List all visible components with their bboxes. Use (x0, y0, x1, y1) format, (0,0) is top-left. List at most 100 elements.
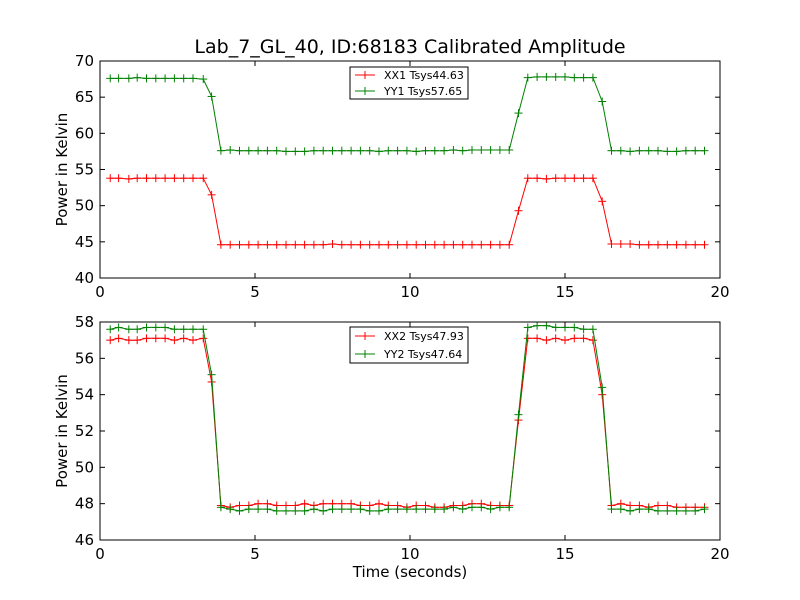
data-point (142, 174, 151, 183)
data-point (282, 147, 290, 156)
data-point (440, 505, 449, 514)
y-tick-label: 52 (75, 422, 94, 440)
legend-box (349, 326, 469, 364)
data-point (133, 325, 142, 334)
data-point (579, 73, 588, 82)
data-point (458, 146, 467, 155)
y-tick-label: 48 (75, 495, 94, 513)
data-point (235, 240, 244, 249)
data-point (561, 336, 569, 345)
data-point (337, 146, 346, 155)
data-point (254, 240, 263, 249)
series-line-1 (110, 177, 705, 246)
data-point (607, 240, 616, 249)
data-point (393, 146, 402, 155)
data-point (207, 370, 216, 379)
data-point (300, 240, 309, 249)
data-point (384, 146, 393, 155)
data-point (384, 505, 393, 514)
data-point (151, 174, 160, 183)
data-point (375, 147, 383, 156)
legend: XX2 Tsys47.93 YY2 Tsys47.64 (349, 326, 469, 364)
data-point (328, 240, 337, 249)
data-point (300, 499, 309, 508)
data-point (216, 146, 225, 155)
data-point (533, 72, 542, 81)
data-point (114, 334, 123, 343)
data-point (588, 174, 597, 183)
data-point (477, 503, 486, 512)
data-point (189, 74, 197, 83)
data-point (170, 325, 179, 334)
data-point (570, 334, 579, 343)
x-tick-label: 15 (555, 545, 574, 563)
data-point (207, 190, 216, 199)
data-point (542, 336, 551, 345)
y-tick-label: 65 (75, 88, 94, 106)
data-point (356, 505, 365, 514)
data-point (626, 240, 635, 249)
data-point (588, 325, 597, 334)
y-axis-label: Power in Kelvin (53, 113, 71, 227)
legend-label: XX1 Tsys44.63 (384, 69, 464, 82)
data-point (189, 325, 197, 334)
data-point (691, 506, 700, 515)
data-point (449, 503, 458, 512)
data-point (449, 240, 458, 249)
data-point (607, 505, 616, 514)
x-tick-label: 10 (400, 545, 419, 563)
x-tick-label: 5 (250, 545, 260, 563)
data-point (644, 240, 653, 249)
data-point (440, 240, 449, 249)
data-point (179, 325, 188, 334)
series-line-1 (110, 337, 705, 508)
data-point (170, 336, 179, 345)
data-point (635, 240, 644, 249)
data-point (523, 334, 532, 343)
data-point (235, 146, 244, 155)
data-point (319, 146, 328, 155)
series-markers-2 (106, 321, 709, 515)
data-point (598, 383, 607, 392)
data-point (199, 325, 208, 334)
data-point (672, 506, 681, 515)
data-point (300, 147, 309, 156)
data-point (700, 240, 709, 249)
data-point (309, 146, 318, 155)
data-point (272, 240, 281, 249)
data-point (598, 97, 607, 106)
data-point (449, 145, 458, 154)
data-point (486, 240, 495, 249)
data-point (579, 174, 588, 183)
data-point (142, 323, 151, 332)
x-tick-label: 0 (95, 545, 105, 563)
data-point (328, 505, 337, 514)
legend-label: YY2 Tsys47.64 (383, 348, 462, 361)
data-point (207, 92, 216, 101)
data-point (542, 72, 551, 81)
data-point (393, 240, 402, 249)
y-tick-label: 60 (75, 124, 94, 142)
data-point (365, 240, 374, 249)
data-point (561, 72, 569, 81)
data-point (505, 240, 514, 249)
data-point (440, 146, 449, 155)
data-point (199, 174, 208, 183)
series-markers-1 (106, 174, 709, 249)
y-tick-label: 54 (75, 386, 94, 404)
x-tick-label: 20 (710, 283, 729, 301)
data-point (328, 146, 337, 155)
data-point (626, 147, 635, 156)
data-point (179, 334, 188, 343)
legend-item: YY2 Tsys47.64 (355, 348, 462, 361)
data-point (663, 506, 672, 515)
data-point (468, 240, 476, 249)
data-point (598, 197, 607, 206)
data-point (523, 73, 532, 82)
data-point (151, 74, 160, 83)
data-point (291, 506, 300, 515)
data-point (533, 334, 542, 343)
data-point (216, 503, 225, 512)
data-point (421, 505, 430, 514)
